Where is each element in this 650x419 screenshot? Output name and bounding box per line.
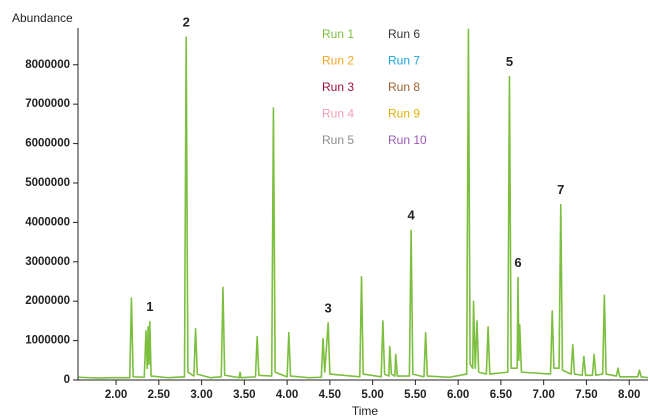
legend-entry: Run 4 <box>322 107 354 121</box>
peak-label: 2 <box>183 15 190 30</box>
y-tick-label: 8000000 <box>25 59 70 71</box>
x-tick-label: 4.50 <box>319 389 341 401</box>
x-tick-label: 3.50 <box>233 389 255 401</box>
x-tick-label: 6.50 <box>490 389 512 401</box>
y-tick-label: 6000000 <box>25 138 70 150</box>
legend-entry: Run 1 <box>322 27 354 41</box>
legend-entry: Run 10 <box>388 133 427 147</box>
x-tick-label: 5.00 <box>361 389 383 401</box>
x-tick-label: 2.50 <box>148 389 170 401</box>
y-tick-label: 3000000 <box>25 256 70 268</box>
peak-label: 5 <box>506 54 513 69</box>
x-tick-label: 8.00 <box>618 389 640 401</box>
y-axis-label: Abundance <box>12 11 73 25</box>
legend-entry: Run 8 <box>388 80 420 94</box>
x-tick-label: 7.50 <box>575 389 597 401</box>
legend-entry: Run 5 <box>322 133 354 147</box>
x-axis-label: Time <box>352 404 379 418</box>
legend-entry: Run 2 <box>322 54 354 68</box>
y-tick-label: 7000000 <box>25 98 70 110</box>
legend-entry: Run 3 <box>322 80 354 94</box>
legend-entry: Run 6 <box>388 27 420 41</box>
peak-label: 7 <box>557 182 564 197</box>
x-tick-label: 5.50 <box>404 389 426 401</box>
y-tick-label: 4000000 <box>25 216 70 228</box>
x-tick-label: 7.00 <box>532 389 554 401</box>
y-tick-label: 0 <box>64 374 70 386</box>
x-tick-label: 2.00 <box>105 389 127 401</box>
y-tick-label: 1000000 <box>25 335 70 347</box>
y-tick-label: 2000000 <box>25 295 70 307</box>
peak-label: 1 <box>146 299 153 314</box>
legend-entry: Run 7 <box>388 54 420 68</box>
y-tick-label: 5000000 <box>25 177 70 189</box>
peak-label: 3 <box>325 300 332 315</box>
x-tick-label: 4.00 <box>276 389 298 401</box>
peak-label: 4 <box>407 208 415 223</box>
x-tick-label: 6.00 <box>447 389 469 401</box>
x-tick-label: 3.00 <box>190 389 212 401</box>
legend-entry: Run 9 <box>388 107 420 121</box>
peak-label: 6 <box>514 255 521 270</box>
trace-line <box>78 28 649 379</box>
